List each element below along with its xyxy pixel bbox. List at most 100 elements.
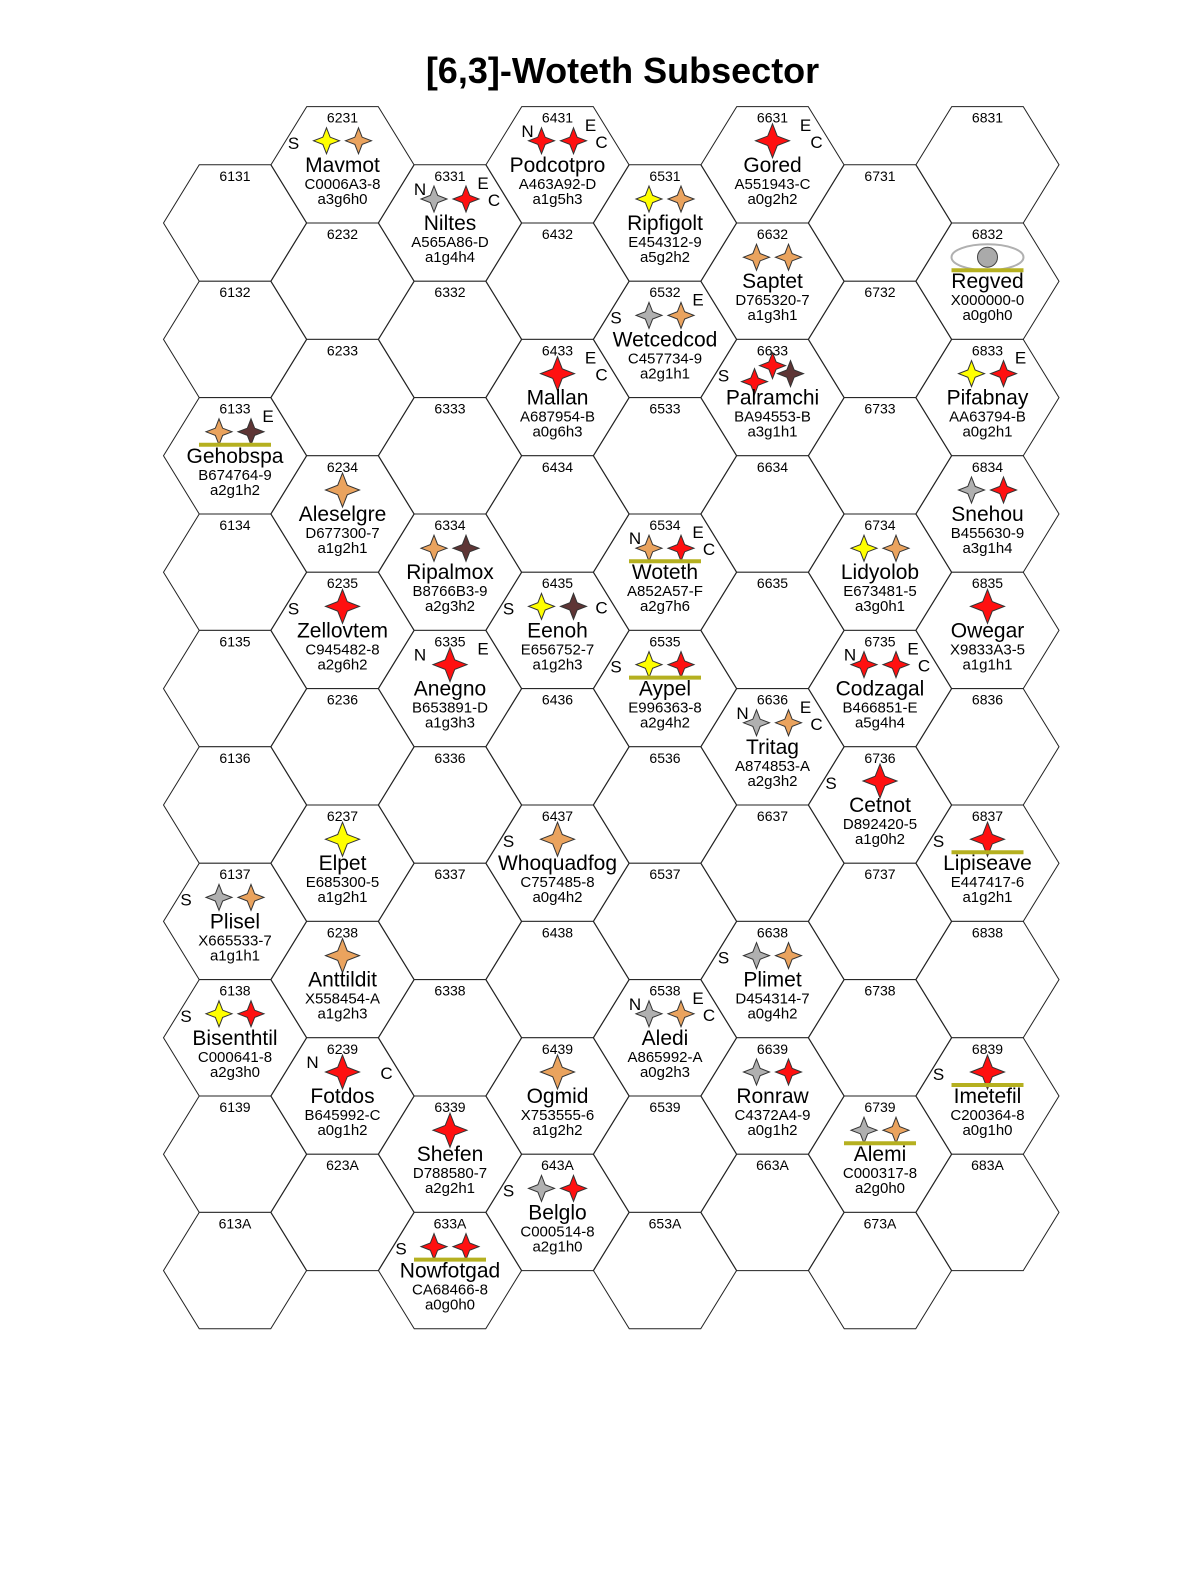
world-code: a0g4h2 — [532, 889, 582, 906]
hex-number: 6733 — [864, 401, 895, 417]
hex-6332[interactable]: 6332 — [377, 280, 523, 399]
hex-number: 6336 — [434, 750, 465, 766]
hex-number: 6139 — [219, 1099, 250, 1115]
red-star-icon — [754, 122, 791, 160]
hex-number: 6233 — [327, 342, 358, 358]
orange-star-icon — [881, 533, 911, 563]
red-star-icon — [559, 1174, 588, 1203]
hex-number: 6135 — [219, 633, 250, 649]
marker-tr: E — [800, 116, 811, 135]
hex-6836[interactable]: 6836 — [915, 688, 1060, 806]
world-uwp: A687954-B — [520, 409, 595, 426]
hex-6831[interactable]: 6831 — [915, 106, 1060, 224]
world-code: a1g2h1 — [317, 540, 367, 557]
hex-number: 6338 — [434, 983, 465, 999]
hex-6434[interactable]: 6434 — [485, 455, 630, 573]
hex-653A[interactable]: 653A — [592, 1211, 738, 1330]
hex-6537[interactable]: 6537 — [592, 862, 738, 981]
world-name: Regved — [951, 270, 1023, 293]
hex-number: 6439 — [542, 1041, 573, 1057]
world-code: a1g3h1 — [747, 307, 797, 324]
world-uwp: C945482-8 — [305, 641, 379, 658]
world-name: Imetefil — [954, 1085, 1022, 1108]
marker-tr: E — [692, 989, 703, 1008]
world-name: Gehobspa — [187, 445, 284, 468]
world-code: a2g3h2 — [747, 773, 797, 790]
world-uwp: E996363-8 — [628, 700, 701, 717]
hex-613A[interactable]: 613A — [162, 1211, 308, 1330]
marker-right: C — [488, 191, 500, 210]
world-uwp: C757485-8 — [520, 874, 594, 891]
hex-number: 6239 — [327, 1041, 358, 1057]
hex-number: 6432 — [542, 226, 573, 242]
world-code: a1g2h3 — [317, 1006, 367, 1023]
world-code: a0g4h2 — [747, 1006, 797, 1023]
world-name: Aledi — [642, 1027, 689, 1050]
orange-star-icon — [666, 301, 696, 330]
hex-6135[interactable]: 6135 — [162, 629, 308, 748]
marker-right: C — [703, 540, 715, 559]
world-uwp: A874853-A — [735, 758, 810, 775]
hex-683A[interactable]: 683A — [915, 1153, 1060, 1272]
orange-star-icon — [324, 471, 361, 509]
hex-663A[interactable]: 663A — [700, 1153, 845, 1272]
hex-6533[interactable]: 6533 — [592, 397, 738, 515]
world-code: a1g0h2 — [855, 831, 905, 848]
hex-number: 6833 — [972, 342, 1003, 358]
world-name: Anegno — [414, 678, 486, 701]
hex-number: 6732 — [864, 284, 895, 300]
marker-tr: E — [1015, 349, 1026, 368]
world-name: Mallan — [527, 387, 589, 410]
marker-left: S — [503, 832, 514, 851]
yellow-star-icon — [527, 592, 556, 621]
grey-star-icon — [634, 999, 664, 1029]
hex-number: 643A — [541, 1157, 574, 1173]
hex-number: 6438 — [542, 924, 573, 940]
red-star-icon — [969, 1053, 1006, 1091]
hex-6136[interactable]: 6136 — [162, 746, 308, 864]
world-uwp: X753555-6 — [521, 1107, 594, 1124]
red-star-icon — [539, 355, 576, 392]
hex-number: 6631 — [757, 110, 788, 126]
world-code: a0g1h0 — [962, 1122, 1012, 1139]
hex-6635[interactable]: 6635 — [700, 571, 845, 690]
hex-number: 6238 — [327, 924, 358, 940]
orange-star-icon — [324, 937, 361, 974]
